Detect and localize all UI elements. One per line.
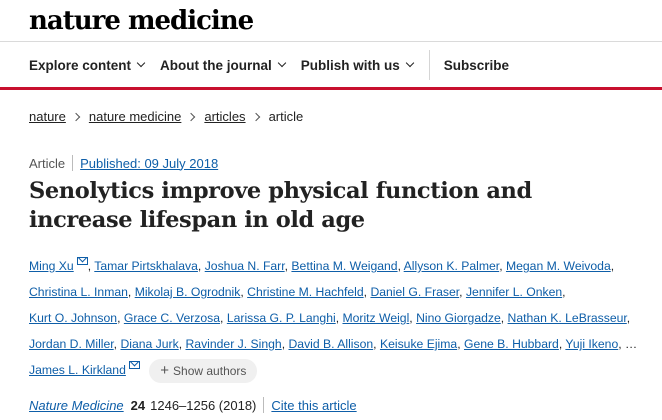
nav-about-journal[interactable]: About the journal: [160, 57, 287, 73]
nav-publish[interactable]: Publish with us: [300, 57, 415, 73]
chevron-right-icon: [71, 112, 81, 121]
meta-divider: [72, 155, 74, 171]
nav-divider: [428, 50, 430, 80]
author-link[interactable]: Tamar Pirtskhalava: [94, 259, 198, 273]
chevron-down-icon: [277, 58, 287, 68]
nav-subscribe-label: Subscribe: [443, 57, 510, 73]
nav-explore-label: Explore content: [29, 57, 132, 73]
author-link[interactable]: Ming Xu: [29, 259, 74, 273]
envelope-icon[interactable]: [76, 256, 88, 265]
author-list: Ming Xu, Tamar Pirtskhalava, Joshua N. F…: [29, 253, 654, 383]
show-authors-button[interactable]: + Show authors: [149, 358, 258, 383]
chevron-right-icon: [187, 112, 196, 121]
author-link[interactable]: Keisuke Ejima: [379, 337, 458, 351]
citation-divider: [263, 397, 265, 413]
breadcrumb-link-nature-medicine[interactable]: nature medicine: [88, 109, 182, 124]
article-title: Senolytics improve physical function and…: [29, 178, 532, 233]
author-link[interactable]: Gene B. Hubbard: [463, 337, 559, 351]
breadcrumb-link-articles[interactable]: articles: [204, 109, 246, 124]
breadcrumb-link-nature[interactable]: nature: [29, 109, 66, 124]
main-nav: Explore content About the journal Publis…: [29, 47, 525, 83]
chevron-right-icon: [251, 112, 260, 121]
journal-link[interactable]: Nature Medicine: [29, 397, 124, 413]
author-ellipsis: …: [625, 337, 638, 351]
nav-publish-label: Publish with us: [300, 57, 400, 73]
chevron-down-icon: [405, 58, 415, 68]
author-link[interactable]: David B. Allison: [288, 337, 374, 351]
header-divider: [0, 41, 662, 42]
article-meta: Article Published: 09 July 2018: [29, 155, 218, 171]
volume-number: 24: [130, 397, 146, 413]
chevron-down-icon: [136, 58, 146, 68]
page-range: 1246–1256 (2018): [150, 397, 257, 413]
author-link[interactable]: Daniel G. Fraser: [370, 285, 460, 299]
author-link[interactable]: Kurt O. Johnson: [29, 311, 118, 325]
author-link[interactable]: Christine M. Hachfeld: [247, 285, 364, 299]
author-link[interactable]: Jordan D. Miller: [29, 337, 114, 351]
author-link[interactable]: Nathan K. LeBrasseur: [507, 311, 627, 325]
nav-subscribe[interactable]: Subscribe: [444, 58, 509, 73]
author-link[interactable]: Grace C. Verzosa: [123, 311, 221, 325]
author-link-last[interactable]: James L. Kirkland: [29, 363, 126, 377]
plus-icon: +: [160, 361, 170, 379]
show-authors-label: Show authors: [173, 363, 247, 378]
published-date-link[interactable]: Published: 09 July 2018: [80, 155, 219, 171]
author-link[interactable]: Yuji Ikeno: [565, 337, 619, 351]
nav-explore-content[interactable]: Explore content: [29, 57, 146, 73]
author-link[interactable]: Jennifer L. Onken: [465, 285, 563, 299]
author-link[interactable]: Diana Jurk: [120, 337, 179, 351]
author-link[interactable]: Christina L. Inman: [29, 285, 128, 299]
envelope-icon[interactable]: [128, 360, 140, 369]
breadcrumb-current: article: [268, 109, 304, 124]
author-link[interactable]: Moritz Weigl: [342, 311, 410, 325]
site-logo[interactable]: nature medicine: [29, 6, 254, 36]
breadcrumb: nature nature medicine articles article: [29, 109, 303, 124]
author-link[interactable]: Larissa G. P. Langhi: [226, 311, 336, 325]
author-link[interactable]: Mikolaj B. Ogrodnik: [134, 285, 241, 299]
brand-accent-bar: [0, 87, 662, 90]
author-link[interactable]: Joshua N. Farr: [204, 259, 285, 273]
article-type: Article: [29, 155, 66, 171]
author-link[interactable]: Ravinder J. Singh: [185, 337, 282, 351]
author-link[interactable]: Allyson K. Palmer: [403, 259, 500, 273]
nav-about-label: About the journal: [160, 57, 272, 73]
citation-line: Nature Medicine 24 1246–1256 (2018) Cite…: [29, 397, 357, 413]
author-link[interactable]: Nino Giorgadze: [416, 311, 501, 325]
cite-article-link[interactable]: Cite this article: [271, 397, 357, 413]
author-link[interactable]: Bettina M. Weigand: [291, 259, 398, 273]
author-link[interactable]: Megan M. Weivoda: [505, 259, 611, 273]
